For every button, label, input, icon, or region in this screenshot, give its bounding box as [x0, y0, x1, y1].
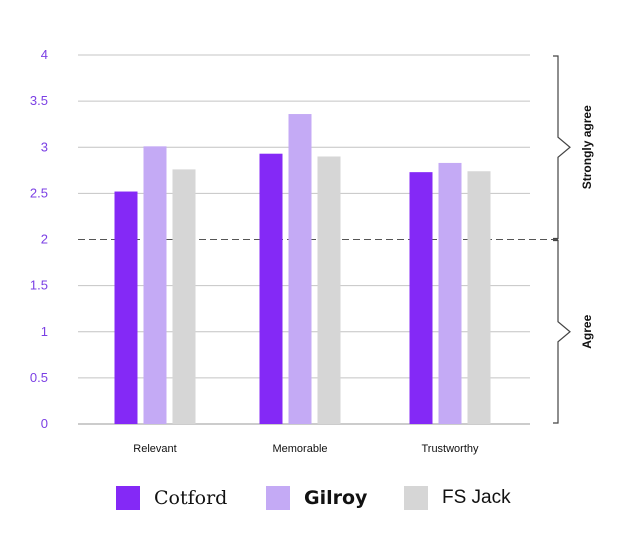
- bar-memorable-fs-jack: [317, 156, 341, 424]
- y-tick-label: 1.5: [30, 278, 48, 293]
- y-axis-ticks: 0 0.5 1 1.5 2 2.5 3 3.5 4: [30, 47, 48, 431]
- y-tick-label: 2: [41, 232, 48, 247]
- legend-item-gilroy: Gilroy: [266, 478, 367, 518]
- y-tick-label: 4: [41, 47, 48, 62]
- bracket-strongly-agree: [553, 55, 571, 240]
- bar-relevant-cotford: [114, 191, 138, 424]
- legend-item-cotford: Cotford: [116, 478, 227, 518]
- legend-label-fs-jack: FS Jack: [442, 487, 511, 508]
- x-axis-ticks: Relevant Memorable Trustworthy: [133, 443, 479, 455]
- bracket-label-strongly-agree: Strongly agree: [580, 105, 594, 189]
- y-tick-label: 1: [41, 324, 48, 339]
- legend-label-gilroy: Gilroy: [304, 487, 368, 509]
- legend: Cotford Gilroy FS Jack: [0, 478, 640, 518]
- legend-swatch-fs-jack: [404, 486, 428, 510]
- bar-relevant-gilroy: [143, 146, 167, 424]
- x-tick-label: Trustworthy: [421, 443, 479, 455]
- bar-relevant-fs-jack: [172, 169, 196, 424]
- legend-item-fs-jack: FS Jack: [404, 478, 511, 518]
- agreement-brackets: Agree Strongly agree: [553, 55, 594, 424]
- legend-swatch-cotford: [116, 486, 140, 510]
- y-tick-label: 0: [41, 416, 48, 431]
- legend-swatch-gilroy: [266, 486, 290, 510]
- y-tick-label: 2.5: [30, 185, 48, 200]
- bracket-label-agree: Agree: [580, 314, 594, 348]
- y-tick-label: 3: [41, 139, 48, 154]
- x-tick-label: Relevant: [133, 443, 176, 455]
- bars: [114, 114, 491, 424]
- bar-memorable-cotford: [259, 153, 283, 424]
- y-tick-label: 0.5: [30, 370, 48, 385]
- bar-trustworthy-gilroy: [438, 162, 462, 424]
- bar-trustworthy-fs-jack: [467, 171, 491, 424]
- x-tick-label: Memorable: [272, 443, 327, 455]
- bar-memorable-gilroy: [288, 114, 312, 424]
- y-tick-label: 3.5: [30, 93, 48, 108]
- legend-label-cotford: Cotford: [154, 487, 228, 509]
- bar-trustworthy-cotford: [409, 172, 433, 424]
- bracket-agree: [553, 239, 571, 424]
